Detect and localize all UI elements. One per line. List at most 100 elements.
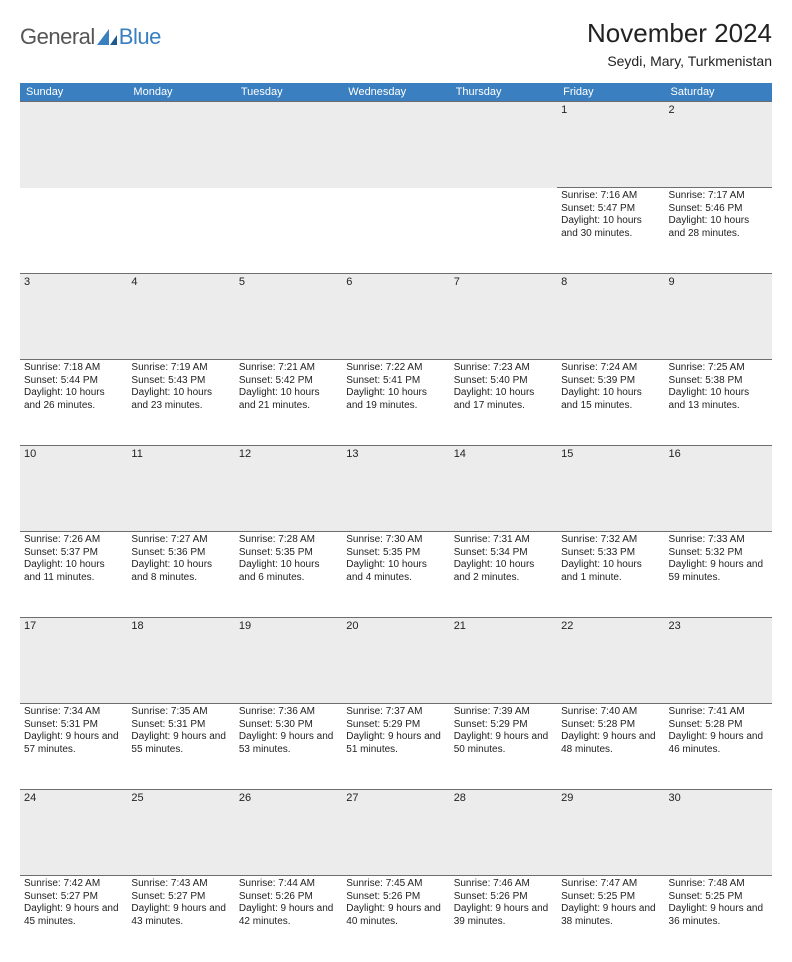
sunset-text: Sunset: 5:32 PM	[669, 547, 768, 560]
day-cell: Sunrise: 7:18 AMSunset: 5:44 PMDaylight:…	[20, 360, 127, 446]
sunrise-text: Sunrise: 7:17 AM	[669, 190, 768, 203]
daylight-text: Daylight: 10 hours and 30 minutes.	[561, 215, 660, 240]
day-cell: Sunrise: 7:26 AMSunset: 5:37 PMDaylight:…	[20, 532, 127, 618]
day-number-cell: 19	[235, 618, 342, 704]
day-number-cell	[450, 102, 557, 188]
day-details: Sunrise: 7:41 AMSunset: 5:28 PMDaylight:…	[669, 706, 768, 756]
sunset-text: Sunset: 5:37 PM	[24, 547, 123, 560]
day-number-cell: 28	[450, 790, 557, 876]
sunset-text: Sunset: 5:25 PM	[669, 891, 768, 904]
sunrise-text: Sunrise: 7:46 AM	[454, 878, 553, 891]
weekday-header: Wednesday	[342, 83, 449, 102]
day-number-cell	[235, 102, 342, 188]
sunset-text: Sunset: 5:43 PM	[131, 375, 230, 388]
sunrise-text: Sunrise: 7:47 AM	[561, 878, 660, 891]
logo-text-general: General	[20, 24, 95, 50]
day-cell: Sunrise: 7:21 AMSunset: 5:42 PMDaylight:…	[235, 360, 342, 446]
sunset-text: Sunset: 5:26 PM	[346, 891, 445, 904]
daylight-text: Daylight: 10 hours and 15 minutes.	[561, 387, 660, 412]
day-number-cell: 30	[665, 790, 772, 876]
sunrise-text: Sunrise: 7:37 AM	[346, 706, 445, 719]
sunrise-text: Sunrise: 7:40 AM	[561, 706, 660, 719]
sunset-text: Sunset: 5:44 PM	[24, 375, 123, 388]
day-details: Sunrise: 7:47 AMSunset: 5:25 PMDaylight:…	[561, 878, 660, 928]
day-details: Sunrise: 7:42 AMSunset: 5:27 PMDaylight:…	[24, 878, 123, 928]
daylight-text: Daylight: 9 hours and 36 minutes.	[669, 903, 768, 928]
day-cell: Sunrise: 7:25 AMSunset: 5:38 PMDaylight:…	[665, 360, 772, 446]
sunrise-text: Sunrise: 7:28 AM	[239, 534, 338, 547]
location: Seydi, Mary, Turkmenistan	[587, 53, 772, 69]
day-number-cell: 29	[557, 790, 664, 876]
day-details: Sunrise: 7:18 AMSunset: 5:44 PMDaylight:…	[24, 362, 123, 412]
sunrise-text: Sunrise: 7:44 AM	[239, 878, 338, 891]
daylight-text: Daylight: 10 hours and 6 minutes.	[239, 559, 338, 584]
daylight-text: Daylight: 10 hours and 23 minutes.	[131, 387, 230, 412]
daylight-text: Daylight: 10 hours and 11 minutes.	[24, 559, 123, 584]
daylight-text: Daylight: 9 hours and 45 minutes.	[24, 903, 123, 928]
weekday-header-row: SundayMondayTuesdayWednesdayThursdayFrid…	[20, 83, 772, 102]
sunset-text: Sunset: 5:31 PM	[131, 719, 230, 732]
day-cell: Sunrise: 7:42 AMSunset: 5:27 PMDaylight:…	[20, 876, 127, 962]
day-cell	[342, 188, 449, 274]
header-bar: General Blue November 2024 Seydi, Mary, …	[20, 18, 772, 69]
sunset-text: Sunset: 5:39 PM	[561, 375, 660, 388]
sunrise-text: Sunrise: 7:31 AM	[454, 534, 553, 547]
day-number-cell	[20, 102, 127, 188]
day-details: Sunrise: 7:40 AMSunset: 5:28 PMDaylight:…	[561, 706, 660, 756]
day-number-cell: 15	[557, 446, 664, 532]
day-number-cell: 20	[342, 618, 449, 704]
day-details: Sunrise: 7:43 AMSunset: 5:27 PMDaylight:…	[131, 878, 230, 928]
sunset-text: Sunset: 5:34 PM	[454, 547, 553, 560]
day-details: Sunrise: 7:19 AMSunset: 5:43 PMDaylight:…	[131, 362, 230, 412]
sunrise-text: Sunrise: 7:32 AM	[561, 534, 660, 547]
sunset-text: Sunset: 5:26 PM	[454, 891, 553, 904]
day-cell: Sunrise: 7:46 AMSunset: 5:26 PMDaylight:…	[450, 876, 557, 962]
sunrise-text: Sunrise: 7:39 AM	[454, 706, 553, 719]
sunset-text: Sunset: 5:30 PM	[239, 719, 338, 732]
day-number-cell: 8	[557, 274, 664, 360]
day-details: Sunrise: 7:26 AMSunset: 5:37 PMDaylight:…	[24, 534, 123, 584]
day-cell: Sunrise: 7:39 AMSunset: 5:29 PMDaylight:…	[450, 704, 557, 790]
daylight-text: Daylight: 9 hours and 46 minutes.	[669, 731, 768, 756]
sunrise-text: Sunrise: 7:24 AM	[561, 362, 660, 375]
day-number-cell: 3	[20, 274, 127, 360]
sunrise-text: Sunrise: 7:48 AM	[669, 878, 768, 891]
day-number-cell: 22	[557, 618, 664, 704]
day-number-cell: 10	[20, 446, 127, 532]
day-cell: Sunrise: 7:34 AMSunset: 5:31 PMDaylight:…	[20, 704, 127, 790]
sunset-text: Sunset: 5:26 PM	[239, 891, 338, 904]
day-cell: Sunrise: 7:45 AMSunset: 5:26 PMDaylight:…	[342, 876, 449, 962]
day-number-cell: 7	[450, 274, 557, 360]
week-row: Sunrise: 7:16 AMSunset: 5:47 PMDaylight:…	[20, 188, 772, 274]
day-details: Sunrise: 7:23 AMSunset: 5:40 PMDaylight:…	[454, 362, 553, 412]
daylight-text: Daylight: 9 hours and 48 minutes.	[561, 731, 660, 756]
day-details: Sunrise: 7:25 AMSunset: 5:38 PMDaylight:…	[669, 362, 768, 412]
day-cell: Sunrise: 7:28 AMSunset: 5:35 PMDaylight:…	[235, 532, 342, 618]
sunrise-text: Sunrise: 7:34 AM	[24, 706, 123, 719]
weekday-header: Thursday	[450, 83, 557, 102]
day-number-cell: 25	[127, 790, 234, 876]
day-details: Sunrise: 7:36 AMSunset: 5:30 PMDaylight:…	[239, 706, 338, 756]
daylight-text: Daylight: 10 hours and 2 minutes.	[454, 559, 553, 584]
day-number-cell: 24	[20, 790, 127, 876]
day-cell: Sunrise: 7:31 AMSunset: 5:34 PMDaylight:…	[450, 532, 557, 618]
daylight-text: Daylight: 10 hours and 19 minutes.	[346, 387, 445, 412]
sunset-text: Sunset: 5:36 PM	[131, 547, 230, 560]
daylight-text: Daylight: 9 hours and 55 minutes.	[131, 731, 230, 756]
sunrise-text: Sunrise: 7:27 AM	[131, 534, 230, 547]
day-cell: Sunrise: 7:19 AMSunset: 5:43 PMDaylight:…	[127, 360, 234, 446]
day-cell: Sunrise: 7:40 AMSunset: 5:28 PMDaylight:…	[557, 704, 664, 790]
day-details: Sunrise: 7:39 AMSunset: 5:29 PMDaylight:…	[454, 706, 553, 756]
logo-sail-icon	[97, 29, 117, 45]
day-number-row: 17181920212223	[20, 618, 772, 704]
day-number-cell: 26	[235, 790, 342, 876]
day-details: Sunrise: 7:31 AMSunset: 5:34 PMDaylight:…	[454, 534, 553, 584]
day-cell: Sunrise: 7:43 AMSunset: 5:27 PMDaylight:…	[127, 876, 234, 962]
sunset-text: Sunset: 5:38 PM	[669, 375, 768, 388]
day-number-cell: 2	[665, 102, 772, 188]
daylight-text: Daylight: 10 hours and 8 minutes.	[131, 559, 230, 584]
day-cell: Sunrise: 7:32 AMSunset: 5:33 PMDaylight:…	[557, 532, 664, 618]
day-details: Sunrise: 7:16 AMSunset: 5:47 PMDaylight:…	[561, 190, 660, 240]
daylight-text: Daylight: 10 hours and 13 minutes.	[669, 387, 768, 412]
day-number-cell: 18	[127, 618, 234, 704]
